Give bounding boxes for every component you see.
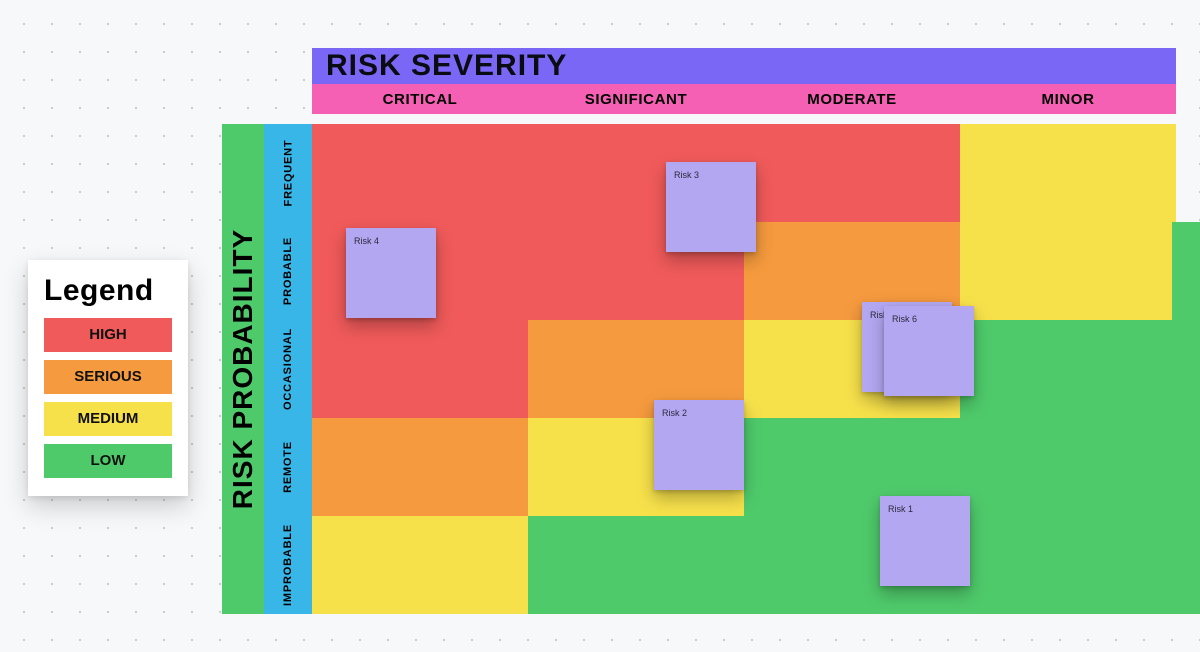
risk-note[interactable]: Risk 6 <box>884 306 974 396</box>
canvas: Legend HIGH SERIOUS MEDIUM LOW RISK SEVERIT… <box>0 0 1200 652</box>
matrix-cell-r3-c0-serious[interactable] <box>312 418 528 516</box>
matrix-cell-r0-c2-high[interactable] <box>744 124 960 222</box>
probability-labels-strip: FREQUENT PROBABLE OCCASIONAL REMOTE IMPROBAB… <box>264 124 312 614</box>
probability-row-occasional: OCCASIONAL <box>264 320 312 418</box>
matrix-cell-r2-c3-low[interactable] <box>960 320 1176 418</box>
probability-title: RISK PROBABILITY <box>227 229 259 509</box>
legend-swatch-high: HIGH <box>44 318 172 352</box>
risk-note[interactable]: Risk 3 <box>666 162 756 252</box>
matrix-cell-r0-c0-high[interactable] <box>312 124 528 222</box>
severity-labels-bar: CRITICALSIGNIFICANTMODERATEMINOR <box>312 84 1176 114</box>
probability-row-label: PROBABLE <box>282 237 294 305</box>
matrix-cell-r0-c3-medium[interactable] <box>960 124 1176 222</box>
severity-col-critical: CRITICAL <box>312 91 528 108</box>
legend-swatch-low: LOW <box>44 444 172 478</box>
legend-swatch-serious: SERIOUS <box>44 360 172 394</box>
risk-note[interactable]: Risk 4 <box>346 228 436 318</box>
matrix-cell-r2-c0-high[interactable] <box>312 320 528 418</box>
legend-swatch-medium: MEDIUM <box>44 402 172 436</box>
risk-note[interactable]: Risk 2 <box>654 400 744 490</box>
probability-row-label: IMPROBABLE <box>282 524 294 606</box>
risk-note[interactable]: Risk 1 <box>880 496 970 586</box>
matrix-cell-r1-c3-medium[interactable] <box>960 222 1176 320</box>
matrix-cell-r4-c1-low[interactable] <box>528 516 744 614</box>
severity-title: RISK SEVERITY <box>326 49 567 83</box>
probability-row-remote: REMOTE <box>264 418 312 516</box>
legend-panel: Legend HIGH SERIOUS MEDIUM LOW <box>28 260 188 496</box>
matrix-cell-r4-c0-medium[interactable] <box>312 516 528 614</box>
probability-row-improbable: IMPROBABLE <box>264 516 312 614</box>
matrix-cell-r4-c3-low[interactable] <box>960 516 1176 614</box>
probability-row-label: REMOTE <box>282 441 294 493</box>
legend-title: Legend <box>44 274 172 308</box>
probability-row-label: FREQUENT <box>282 140 294 207</box>
probability-title-strip: RISK PROBABILITY <box>222 124 264 614</box>
probability-row-probable: PROBABLE <box>264 222 312 320</box>
severity-col-minor: MINOR <box>960 91 1176 108</box>
probability-row-label: OCCASIONAL <box>282 328 294 410</box>
matrix-right-strip <box>1172 222 1200 614</box>
matrix-cell-r3-c3-low[interactable] <box>960 418 1176 516</box>
severity-title-bar: RISK SEVERITY <box>312 48 1176 84</box>
probability-row-frequent: FREQUENT <box>264 124 312 222</box>
severity-col-significant: SIGNIFICANT <box>528 91 744 108</box>
severity-col-moderate: MODERATE <box>744 91 960 108</box>
